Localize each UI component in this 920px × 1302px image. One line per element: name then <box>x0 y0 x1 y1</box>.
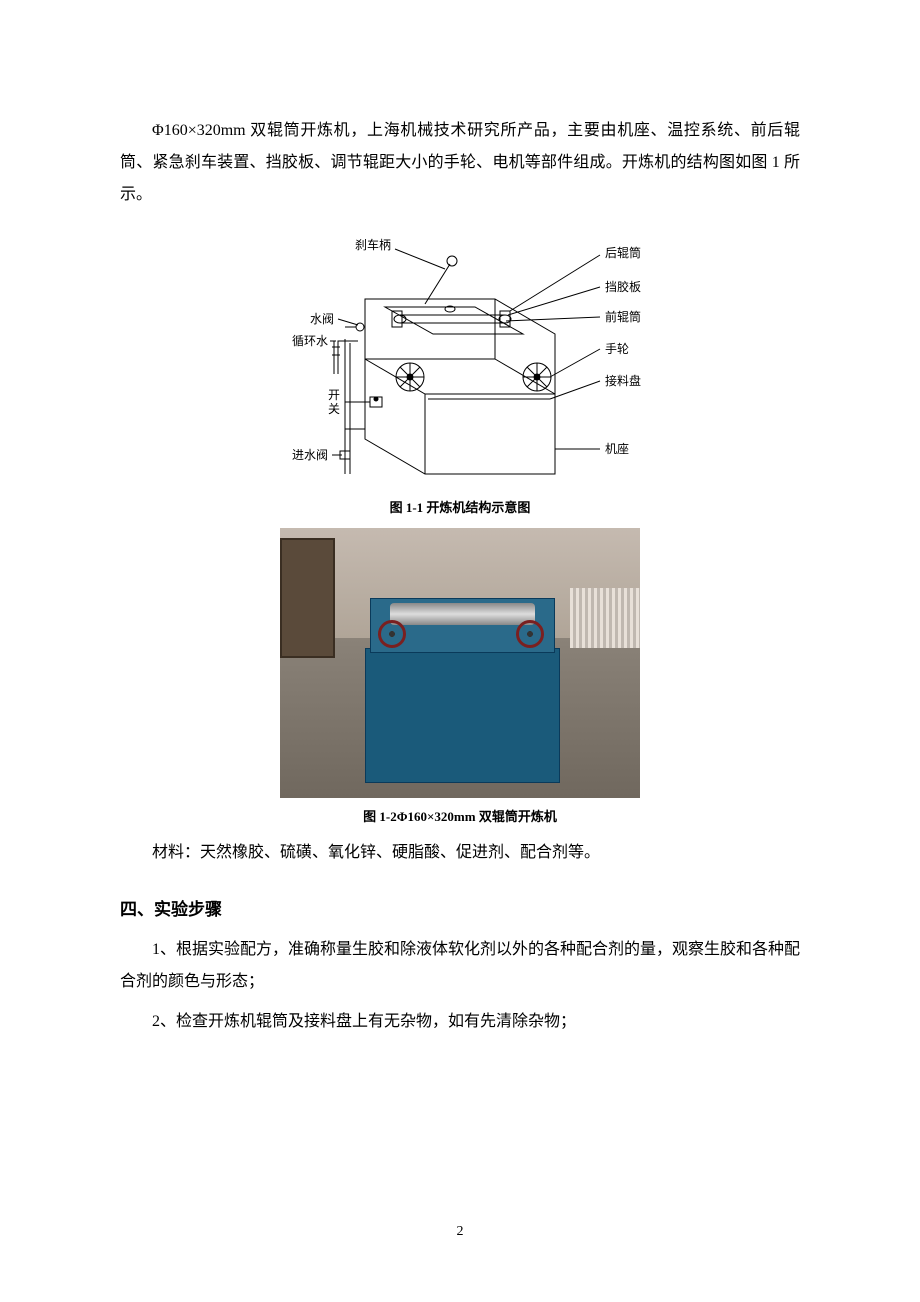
section-4-title: 四、实验步骤 <box>120 895 800 920</box>
label-switch-1: 开 <box>328 388 340 402</box>
paragraph-intro: Φ160×320mm 双辊筒开炼机，上海机械技术研究所产品，主要由机座、温控系统… <box>120 115 800 211</box>
label-front-roller: 前辊筒 <box>605 309 641 324</box>
step-2: 2、检查开炼机辊筒及接料盘上有无杂物，如有先清除杂物； <box>120 1006 800 1038</box>
caption-photo: 图 1-2Φ160×320mm 双辊筒开炼机 <box>120 806 800 825</box>
label-circ-water: 循环水 <box>292 334 328 348</box>
paragraph-materials: 材料：天然橡胶、硫磺、氧化锌、硬脂酸、促进剂、配合剂等。 <box>120 837 800 869</box>
photo-wheel-left <box>378 620 406 648</box>
label-handwheel: 手轮 <box>605 342 629 356</box>
label-tray: 接料盘 <box>605 373 641 388</box>
photo-door <box>280 538 335 658</box>
label-inlet-valve: 进水阀 <box>292 448 328 462</box>
page-number: 2 <box>0 1224 920 1240</box>
figure-photo <box>120 528 800 798</box>
caption-diagram: 图 1-1 开炼机结构示意图 <box>120 497 800 516</box>
label-brake-handle: 刹车柄 <box>355 237 391 252</box>
photo-roller <box>390 603 535 625</box>
label-rear-roller: 后辊筒 <box>605 245 641 260</box>
label-baffle: 挡胶板 <box>605 279 641 294</box>
mill-diagram-svg: 刹车柄 水阀 循环水 开 关 进水阀 后辊筒 挡胶板 前辊筒 手轮 接料盘 机座 <box>250 219 670 489</box>
photo-wheel-right <box>516 620 544 648</box>
photo-machine-base <box>365 648 560 783</box>
label-base: 机座 <box>605 441 629 456</box>
label-water-valve: 水阀 <box>310 312 334 326</box>
step-1: 1、根据实验配方，准确称量生胶和除液体软化剂以外的各种配合剂的量，观察生胶和各种… <box>120 934 800 998</box>
photo-radiator <box>570 588 640 648</box>
figure-diagram: 刹车柄 水阀 循环水 开 关 进水阀 后辊筒 挡胶板 前辊筒 手轮 接料盘 机座 <box>120 219 800 489</box>
label-switch-2: 关 <box>328 402 340 416</box>
mill-photo <box>280 528 640 798</box>
